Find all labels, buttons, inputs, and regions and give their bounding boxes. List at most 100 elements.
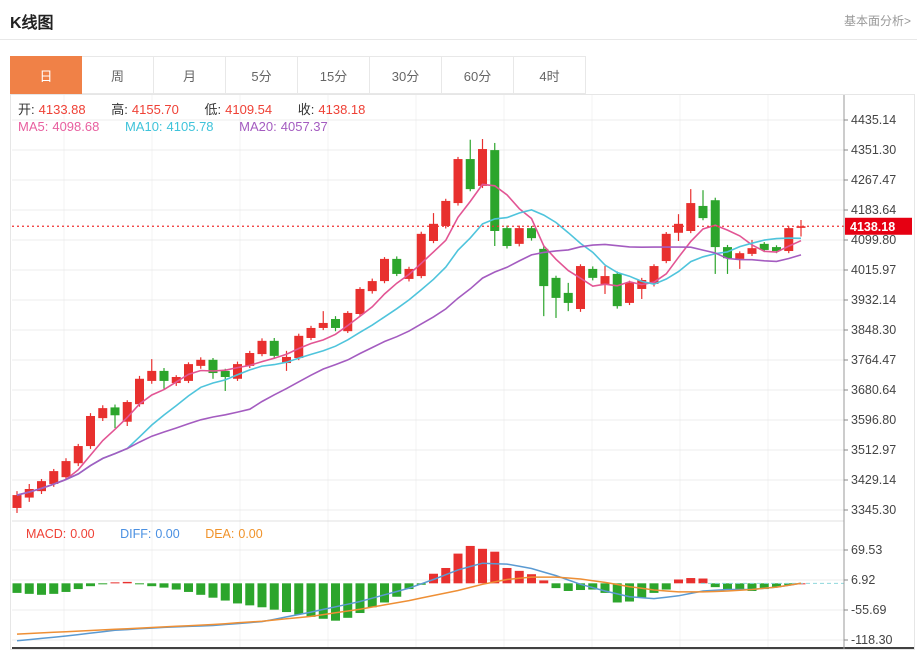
candle-down xyxy=(710,200,720,248)
candle-up xyxy=(686,203,696,231)
macd-tick-label: -118.30 xyxy=(851,633,893,647)
candle-up xyxy=(625,282,634,303)
macd-bar-down xyxy=(37,583,46,595)
macd-bar-down xyxy=(12,583,22,593)
widget-header: K线图 基本面分析> xyxy=(0,0,917,40)
candle-up xyxy=(171,376,181,384)
price-tick-label: 3680.64 xyxy=(851,383,896,397)
price-tick-label: 3429.14 xyxy=(851,473,896,487)
macd-bar-up xyxy=(539,580,549,584)
ma20-value: 4057.37 xyxy=(280,119,328,134)
candle-down xyxy=(220,370,230,377)
candle-up xyxy=(318,322,328,328)
diff-value: 0.00 xyxy=(155,527,180,541)
macd-bar-down xyxy=(723,583,732,590)
macd-bar-down xyxy=(404,583,414,590)
tab-5分[interactable]: 5分 xyxy=(226,56,298,94)
tab-15分[interactable]: 15分 xyxy=(298,56,370,94)
tab-4时[interactable]: 4时 xyxy=(514,56,586,94)
macd-bar-down xyxy=(208,583,218,598)
candle-up xyxy=(196,359,206,366)
macd-bar-down xyxy=(73,583,83,590)
ma-legend: MA5: 4098.68 MA10: 4105.78 MA20: 4057.37 xyxy=(18,119,332,134)
macd-bar-down xyxy=(269,583,279,610)
tab-月[interactable]: 月 xyxy=(154,56,226,94)
macd-bar-up xyxy=(441,567,451,584)
candle-up xyxy=(796,226,806,228)
candle-up xyxy=(12,495,22,508)
ma10-label: MA10: xyxy=(124,119,163,134)
candle-up xyxy=(478,149,487,186)
candle-down xyxy=(759,243,769,250)
macd-legend: MACD: 0.00 DIFF: 0.00 DEA: 0.00 xyxy=(26,527,267,541)
tab-60分[interactable]: 60分 xyxy=(442,56,514,94)
price-tick-label: 4015.97 xyxy=(851,263,896,277)
candle-up xyxy=(600,276,610,284)
macd-tick-label: 69.53 xyxy=(851,543,882,557)
diff-label: DIFF: xyxy=(120,527,152,541)
current-price-tag-text: 4138.18 xyxy=(850,220,895,234)
candle-down xyxy=(392,258,402,274)
macd-bar-down xyxy=(759,583,769,590)
macd-bar-up xyxy=(465,545,475,584)
candle-down xyxy=(698,205,708,219)
price-tick-label: 3345.30 xyxy=(851,503,896,517)
candle-up xyxy=(747,248,757,254)
macd-bar-down xyxy=(784,583,794,586)
candle-down xyxy=(269,340,279,356)
candle-down xyxy=(331,319,340,328)
candle-up xyxy=(416,233,426,277)
macd-bar-down xyxy=(61,583,71,592)
macd-value: 0.00 xyxy=(70,527,95,541)
fundamental-analysis-link[interactable]: 基本面分析> xyxy=(843,14,911,28)
tab-30分[interactable]: 30分 xyxy=(370,56,442,94)
candle-up xyxy=(343,312,353,332)
candle-up xyxy=(184,364,193,381)
candle-down xyxy=(208,359,218,374)
price-tick-label: 3596.80 xyxy=(851,413,896,427)
macd-bar-down xyxy=(649,583,659,593)
candle-up xyxy=(73,446,83,464)
macd-bar-down xyxy=(600,583,610,593)
macd-bar-down xyxy=(735,583,745,591)
macd-bar-down xyxy=(367,583,377,608)
kline-chart[interactable]: 4435.14 4351.30 4267.47 4183.64 4099.80 4015.… xyxy=(11,95,914,649)
high-value: 4155.70 xyxy=(131,102,179,117)
open-value: 4133.88 xyxy=(38,102,86,117)
macd-bar-up xyxy=(453,553,463,584)
macd-tick-label: 6.92 xyxy=(851,573,875,587)
candle-up xyxy=(576,266,585,309)
macd-bar-down xyxy=(159,583,169,588)
tab-日[interactable]: 日 xyxy=(10,56,82,94)
macd-bar-down xyxy=(710,583,720,588)
dea-line xyxy=(16,576,802,635)
macd-bar-down xyxy=(625,583,634,602)
candle-up xyxy=(735,253,745,259)
candle-up xyxy=(24,488,34,498)
candle-down xyxy=(563,292,573,303)
macd-bar-down xyxy=(86,583,95,587)
dea-value: 0.00 xyxy=(238,527,263,541)
candle-up xyxy=(233,364,242,379)
macd-bar-down xyxy=(588,583,598,590)
macd-bar-down xyxy=(392,583,402,597)
macd-bar-up xyxy=(698,578,708,584)
candle-up xyxy=(282,356,291,364)
candle-up xyxy=(429,223,438,242)
candle-down xyxy=(612,273,622,307)
macd-bar-down xyxy=(637,583,647,598)
candle-up xyxy=(98,408,108,419)
tab-周[interactable]: 周 xyxy=(82,56,154,94)
candle-down xyxy=(551,277,561,298)
candle-down xyxy=(539,248,549,287)
candle-down xyxy=(502,228,512,247)
candle-up xyxy=(674,223,683,233)
candle-down xyxy=(110,407,120,416)
ma5-value: 4098.68 xyxy=(52,119,100,134)
candle-up xyxy=(380,258,389,282)
candle-down xyxy=(527,228,536,239)
candle-down xyxy=(490,150,500,231)
macd-bar-down xyxy=(98,583,108,585)
macd-bar-down xyxy=(147,583,157,587)
